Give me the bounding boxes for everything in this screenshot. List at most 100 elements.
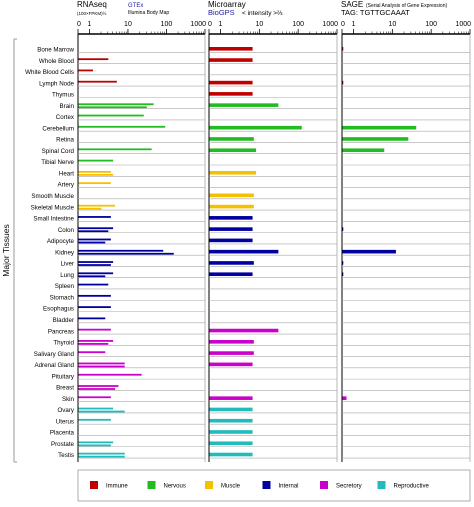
bar-microarray: [209, 137, 254, 141]
panel-source-biogps: BioGPS: [208, 8, 235, 17]
tissue-label: Heart: [59, 170, 74, 177]
tissue-label: Adrenal Gland: [34, 362, 74, 369]
bar-microarray: [209, 103, 279, 107]
tissue-label: Retina: [56, 137, 74, 144]
bar-rnaseq: [78, 365, 125, 368]
bar-rnaseq: [78, 272, 114, 275]
bar-sage: [342, 261, 344, 265]
tissue-label: Spleen: [55, 283, 75, 290]
bar-microarray: [209, 272, 253, 276]
bar-microarray: [209, 216, 253, 220]
bar-rnaseq: [78, 385, 119, 387]
bar-microarray: [209, 441, 253, 446]
bar-sage: [342, 227, 344, 231]
tick-label-microarray-0: 0: [208, 21, 212, 28]
bar-microarray: [209, 58, 253, 62]
bar-rnaseq: [78, 396, 111, 399]
tick-label-rnaseq-1: 1: [87, 21, 91, 28]
bar-rnaseq: [78, 249, 164, 252]
tissue-label: Placenta: [50, 430, 75, 437]
tissue-label: Bladder: [53, 317, 74, 324]
bar-microarray: [209, 407, 253, 412]
bar-rnaseq: [78, 306, 111, 309]
tick-label-microarray-1000: 1000: [322, 21, 338, 28]
bar-microarray: [209, 92, 253, 96]
tissue-label: Smooth Muscle: [31, 193, 74, 200]
tissue-label: Colon: [58, 227, 75, 234]
legend-swatch-immune: [90, 481, 98, 489]
bar-rnaseq: [78, 455, 125, 458]
tissue-label: Ovary: [57, 407, 74, 414]
legend-swatch-internal: [262, 481, 271, 489]
bar-microarray: [209, 452, 253, 457]
tissue-label: Uterus: [56, 418, 74, 425]
tissue-label: Kidney: [55, 249, 75, 256]
bar-microarray: [209, 396, 253, 400]
tick-label-sage-100: 100: [425, 21, 437, 28]
legend-label-reproductive: Reproductive: [394, 484, 430, 490]
legend-label-nervous: Nervous: [164, 484, 186, 490]
bar-microarray: [209, 80, 253, 85]
bar-rnaseq: [78, 216, 111, 218]
bar-microarray: [209, 328, 279, 333]
bar-rnaseq: [78, 125, 166, 128]
bar-microarray: [209, 430, 253, 434]
bar-rnaseq: [78, 230, 109, 233]
bar-microarray: [209, 204, 254, 209]
bar-rnaseq: [78, 148, 152, 151]
tissue-label: Bone Marrow: [37, 47, 74, 54]
bar-rnaseq: [78, 283, 109, 286]
tissue-label: Artery: [57, 182, 74, 189]
bar-rnaseq: [78, 441, 114, 444]
tissue-label: Small Intestine: [33, 216, 74, 223]
bar-microarray: [209, 148, 257, 153]
tick-label-sage-1: 1: [352, 21, 356, 28]
bar-rnaseq: [78, 227, 114, 230]
tissue-label: Skeletal Muscle: [31, 204, 75, 211]
legend-label-secretory: Secretory: [336, 484, 362, 490]
bar-rnaseq: [78, 58, 109, 61]
tissue-label: Pituitary: [52, 373, 75, 380]
bar-rnaseq: [78, 264, 111, 266]
panel-subtitle-sage: (Serial Analysis of Gene Expression): [366, 3, 447, 9]
bar-rnaseq: [78, 204, 116, 207]
bar-rnaseq: [78, 159, 114, 162]
bar-microarray: [209, 362, 253, 367]
bar-microarray: [209, 249, 279, 254]
bar-microarray: [209, 340, 254, 344]
tick-label-sage-0: 0: [341, 21, 345, 28]
bar-microarray: [209, 351, 254, 355]
bar-microarray: [209, 193, 254, 198]
panel-subtitle-rnaseq: (100×FPKM)½: [77, 10, 107, 16]
tissue-label: Stomach: [50, 294, 75, 301]
bar-sage: [342, 396, 347, 400]
bar-rnaseq: [78, 444, 111, 447]
tissue-label: Cortex: [56, 114, 75, 121]
bar-microarray: [209, 125, 302, 130]
legend-box: [77, 469, 471, 502]
legend-swatch-reproductive: [377, 481, 386, 489]
tick-label-sage-10: 10: [388, 21, 396, 28]
legend-label-immune: Immune: [106, 484, 128, 490]
bar-rnaseq: [78, 238, 111, 241]
tick-label-rnaseq-10: 10: [124, 21, 132, 28]
tissue-label: Adipocyte: [47, 238, 75, 245]
tick-label-sage-1000: 1000: [455, 21, 471, 28]
panel-tag-sage: TAG: TGTTGCAAAT: [341, 8, 410, 17]
tissue-label: Liver: [61, 261, 74, 268]
panel-source-illumina: Illumina Body Map: [128, 10, 169, 16]
panel-subtitle-microarray: < intensity >⅔: [242, 10, 283, 17]
tick-label-rnaseq-1000: 1000: [190, 21, 206, 28]
bar-sage: [342, 249, 396, 254]
panel-title-microarray: Microarray: [208, 0, 246, 9]
tissue-label: Whole Blood: [39, 58, 75, 65]
y-axis-label: Major Tissues: [1, 224, 11, 276]
bar-microarray: [209, 238, 253, 243]
bar-rnaseq: [78, 173, 114, 176]
bar-rnaseq: [78, 182, 111, 185]
panel-source-gtex: GTEx: [128, 3, 143, 9]
bar-sage: [342, 125, 417, 130]
bar-rnaseq: [78, 340, 114, 342]
bar-rnaseq: [78, 418, 111, 421]
bar-rnaseq: [78, 80, 117, 83]
